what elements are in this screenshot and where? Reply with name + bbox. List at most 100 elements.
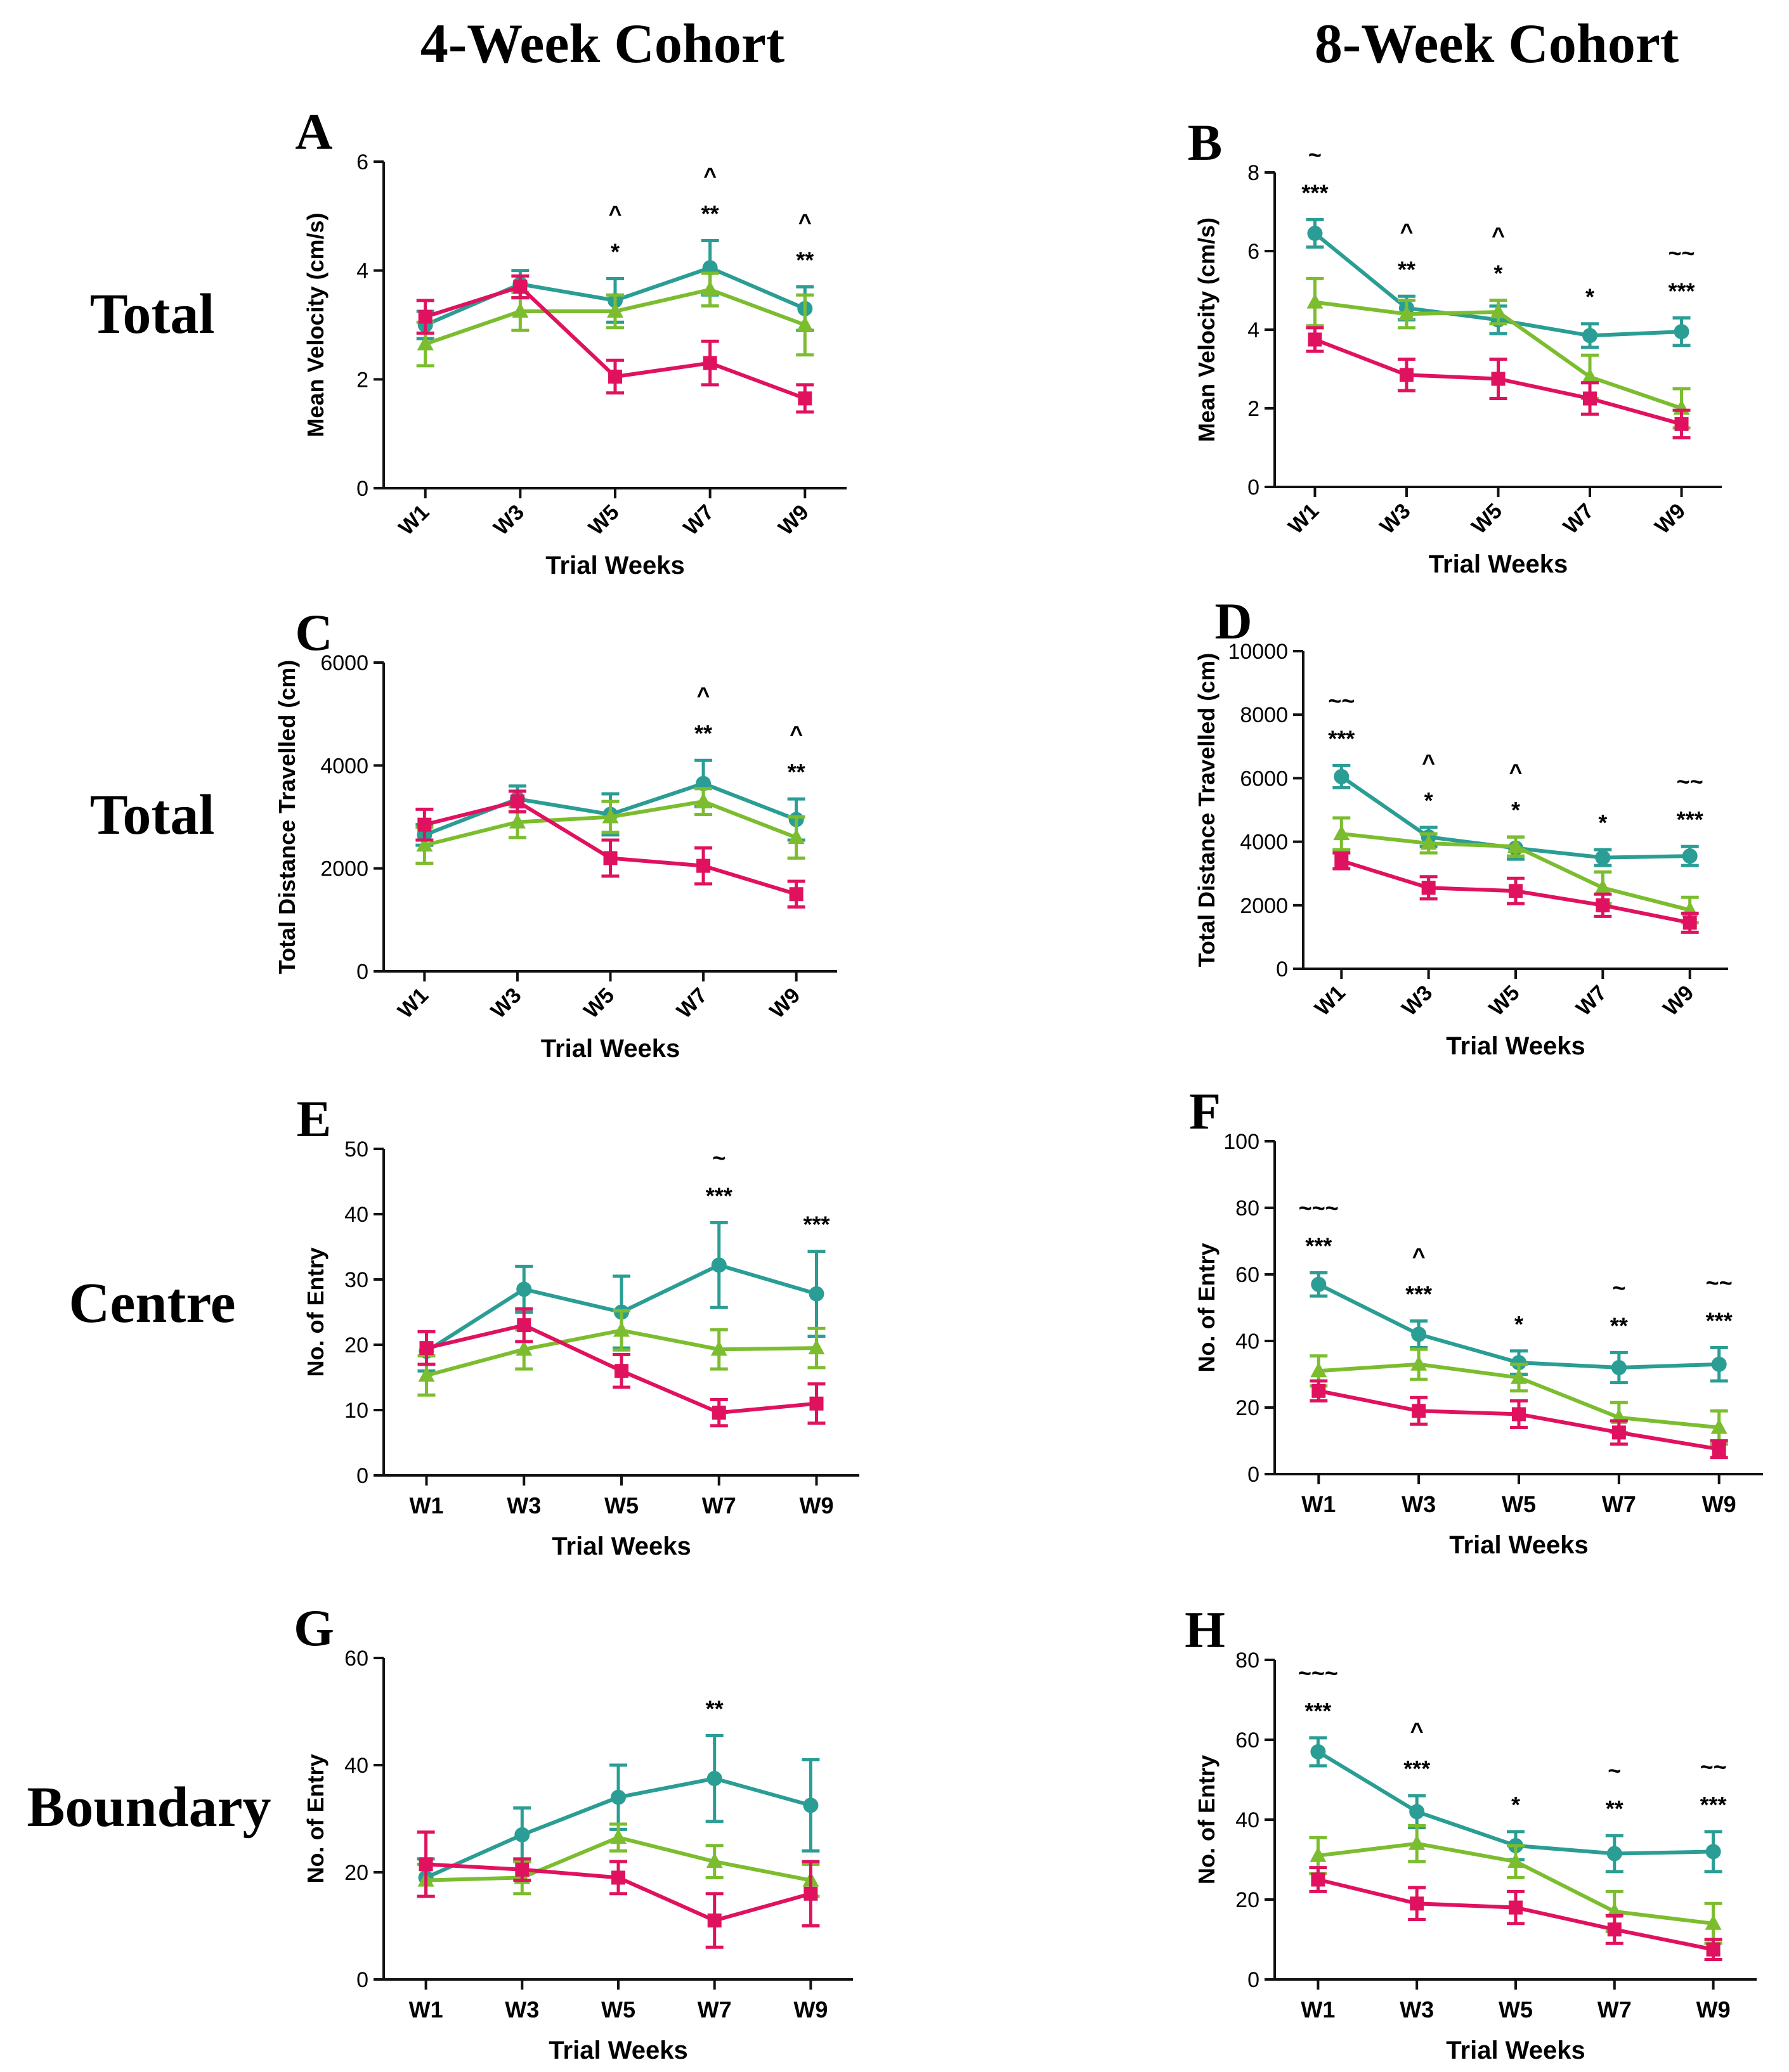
y-tick-label: 40 xyxy=(1235,1330,1259,1354)
charts-group: A 0 2 4 6 W1 W3 W5 W7 W9 Trial Weeks Mean Velocity … xyxy=(274,103,1763,2064)
data-point xyxy=(1421,881,1436,895)
significance-label: *** xyxy=(1669,278,1695,304)
data-point xyxy=(1509,884,1523,898)
data-point xyxy=(1334,768,1350,784)
x-tick-label: W5 xyxy=(579,983,619,1023)
x-tick-label: W1 xyxy=(1301,1491,1336,1517)
x-axis-title: Trial Weeks xyxy=(1446,2036,1585,2064)
x-tick-label: W1 xyxy=(1284,499,1324,539)
y-tick-label: 10000 xyxy=(1228,640,1288,664)
series-green xyxy=(1332,816,1699,924)
data-point xyxy=(1310,1362,1327,1378)
significance-label: ^ xyxy=(1412,1243,1426,1269)
data-point xyxy=(516,1281,532,1297)
panel-d: D 0 2000 4000 6000 8000 10000 W1 W3 W5 W7 W9 Trial W… xyxy=(1194,592,1728,1060)
y-tick-label: 20 xyxy=(1235,1396,1259,1420)
data-point xyxy=(1509,1900,1523,1915)
y-axis-title: Mean Velocity (cm/s) xyxy=(1194,217,1220,442)
data-point xyxy=(1606,1846,1622,1862)
data-point xyxy=(1507,838,1524,853)
significance-label: *** xyxy=(1677,806,1703,832)
significance-label: ** xyxy=(1606,1796,1623,1822)
data-point xyxy=(1595,850,1611,865)
significance-label: *** xyxy=(1328,725,1355,751)
data-point xyxy=(1420,834,1437,850)
y-tick-label: 60 xyxy=(344,1647,368,1671)
data-point xyxy=(603,851,618,865)
data-point xyxy=(608,370,622,384)
data-point xyxy=(1607,1922,1622,1937)
x-axis-title: Trial Weeks xyxy=(545,552,684,580)
significance-label: *** xyxy=(1305,1233,1332,1259)
y-axis-title: Total Distance Travelled (cm) xyxy=(1194,653,1220,968)
data-point xyxy=(1594,879,1611,895)
data-point xyxy=(1307,226,1323,242)
x-axis-title: Trial Weeks xyxy=(1446,1032,1585,1060)
significance-label: * xyxy=(1585,284,1594,310)
significance-label: ** xyxy=(1398,256,1415,282)
data-point xyxy=(1507,1853,1524,1868)
data-point xyxy=(611,1789,626,1805)
significance-label: ** xyxy=(706,1696,724,1722)
data-point xyxy=(1712,1442,1726,1456)
y-tick-label: 40 xyxy=(344,1754,368,1778)
data-point xyxy=(1705,1914,1722,1930)
series-magenta xyxy=(416,274,814,414)
row-label-total-velocity: Total xyxy=(90,283,215,346)
panel-letter: A xyxy=(295,103,332,160)
y-tick-label: 0 xyxy=(1247,1968,1259,1992)
significance-label: ** xyxy=(796,247,814,273)
y-tick-label: 6000 xyxy=(320,651,368,675)
data-point xyxy=(1682,916,1697,930)
significance-label: *** xyxy=(1700,1792,1727,1818)
data-point xyxy=(1306,293,1324,309)
y-tick-label: 2000 xyxy=(320,857,368,881)
data-point xyxy=(613,1321,630,1337)
significance-label: *** xyxy=(1304,1698,1331,1724)
data-point xyxy=(418,309,433,324)
data-point xyxy=(419,1857,433,1872)
data-point xyxy=(1411,1326,1427,1342)
significance-label: ^ xyxy=(1422,749,1435,775)
x-tick-label: W3 xyxy=(486,983,526,1023)
y-tick-label: 60 xyxy=(1235,1728,1259,1752)
data-point xyxy=(1706,1942,1721,1957)
significance-label: *** xyxy=(1403,1756,1430,1782)
x-axis-title: Trial Weeks xyxy=(1449,1531,1588,1559)
data-point xyxy=(1334,853,1349,868)
y-tick-label: 2000 xyxy=(1240,894,1288,918)
y-axis-title: No. of Entry xyxy=(303,1754,329,1884)
significance-label: ~ xyxy=(1308,141,1322,167)
data-point xyxy=(711,1257,727,1273)
x-tick-label: W5 xyxy=(601,1997,635,2023)
data-point xyxy=(1682,848,1698,864)
data-point xyxy=(610,1829,627,1844)
panel-a: A 0 2 4 6 W1 W3 W5 W7 W9 Trial Weeks Mean Velocity … xyxy=(295,103,847,580)
y-tick-label: 80 xyxy=(1235,1648,1259,1673)
y-tick-label: 0 xyxy=(356,1464,368,1488)
x-tick-label: W1 xyxy=(410,1492,444,1518)
row-label-total-distance: Total xyxy=(90,784,215,846)
data-point xyxy=(1308,332,1322,347)
y-tick-label: 4000 xyxy=(1240,831,1288,855)
y-axis-title: Total Distance Travelled (cm) xyxy=(274,660,300,974)
x-tick-label: W5 xyxy=(1467,499,1507,539)
significance-label: ~~ xyxy=(1706,1270,1733,1296)
data-point xyxy=(696,858,711,873)
significance-label: *** xyxy=(803,1212,829,1238)
data-point xyxy=(808,1339,825,1355)
data-point xyxy=(788,828,805,844)
data-point xyxy=(1611,1425,1626,1440)
data-point xyxy=(1705,1844,1721,1860)
data-point xyxy=(417,335,434,351)
data-point xyxy=(1310,1846,1327,1862)
data-point xyxy=(703,356,717,370)
significance-label: * xyxy=(1514,1311,1523,1337)
x-tick-label: W9 xyxy=(793,1997,828,2023)
x-tick-label: W7 xyxy=(1602,1491,1636,1517)
series-magenta xyxy=(1306,326,1691,439)
significance-label: ~~~ xyxy=(1299,1195,1339,1221)
data-point xyxy=(797,316,814,332)
x-tick-label: W3 xyxy=(489,500,529,540)
x-tick-label: W1 xyxy=(1301,1997,1335,2023)
